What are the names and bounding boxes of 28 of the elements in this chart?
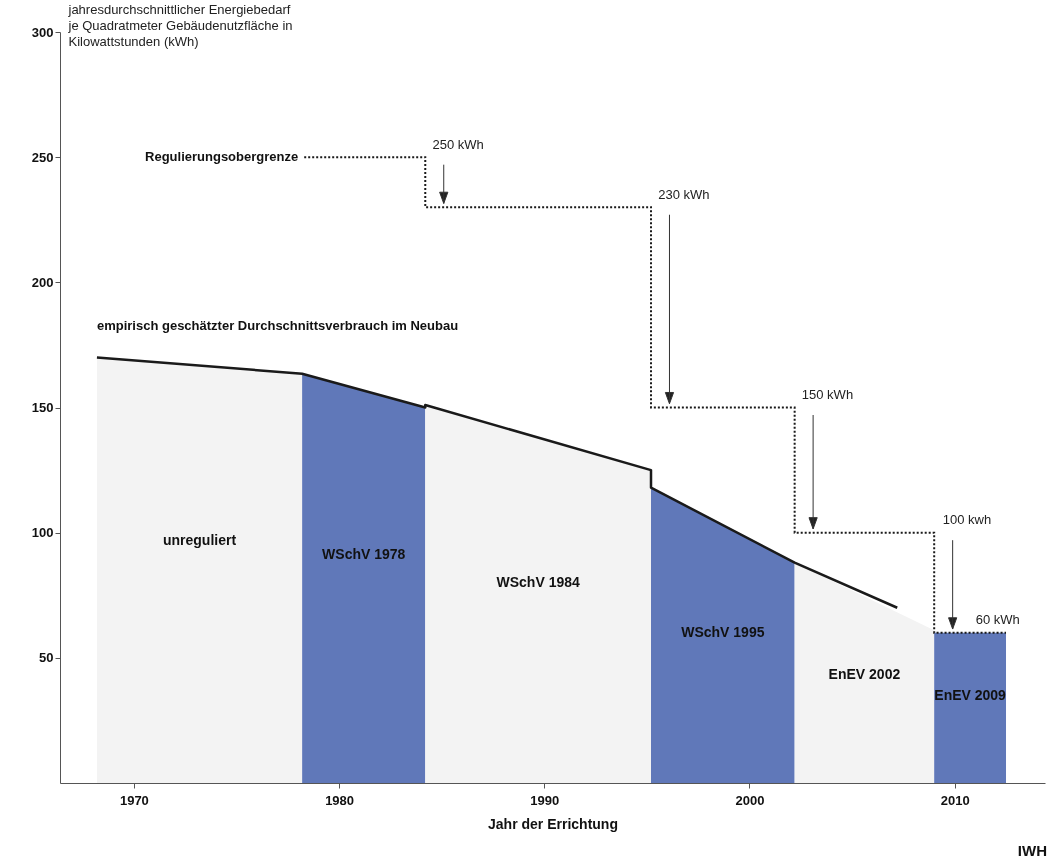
series-label: WSchV 1984	[496, 573, 580, 590]
text: IWH	[1017, 842, 1047, 859]
x-tick-label: 2000	[735, 792, 765, 808]
y-tick-label: 250	[31, 149, 54, 165]
x-tick-label: 1980	[325, 792, 355, 808]
annotation: 60 kWh	[975, 612, 1020, 628]
y-tick-label: 100	[31, 525, 54, 541]
series-label: WSchV 1978	[322, 546, 406, 563]
y-tick-label: 300	[31, 24, 54, 40]
annotation: 230 kWh	[658, 186, 710, 202]
annotation: 100 kwh	[942, 512, 992, 528]
y-tick-label: 150	[31, 400, 54, 415]
x-axis-title: Jahr der Errichtung	[488, 815, 618, 832]
x-tick-label: 1990	[530, 792, 560, 808]
series-label: empirisch geschätzter Durchschnittsverbrauch im Neubau	[96, 318, 459, 334]
series-label: unreguliert	[162, 531, 237, 548]
series-label: WSchV 1995	[681, 624, 765, 641]
annotation: 150 kWh	[801, 386, 854, 402]
x-tick-label: 2010	[940, 792, 970, 808]
series-label: Regulierungsobergrenze	[145, 149, 299, 165]
y-tick-label: 200	[31, 274, 54, 290]
annotation: 250 kWh	[432, 136, 484, 152]
series-label: EnEV 2002	[828, 665, 901, 682]
series-label: EnEV 2009	[934, 686, 1007, 703]
line-series	[95, 356, 899, 610]
y-tick-label: 50	[39, 650, 54, 666]
y-axis-title: jahresdurchschnittlicher Energiebedarf je Quadratmeter Gebäudenutzfläche in Kilowattstunden (kWh)	[67, 1, 293, 49]
x-tick-label: 1970	[119, 792, 149, 808]
